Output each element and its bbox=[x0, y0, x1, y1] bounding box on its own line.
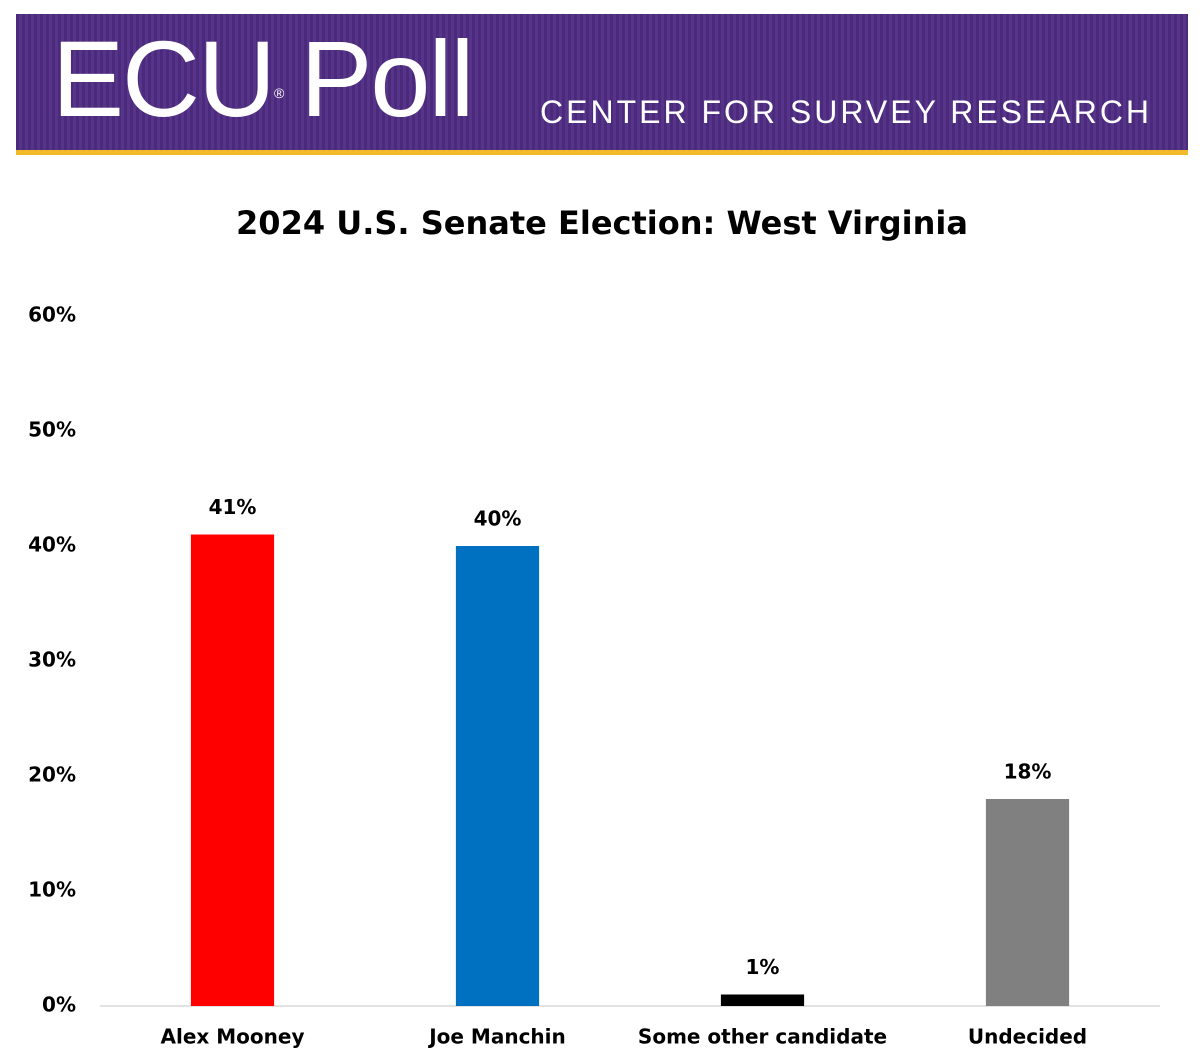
x-tick-label: Joe Manchin bbox=[427, 1025, 566, 1049]
banner: ECU® Poll CENTER FOR SURVEY RESEARCH bbox=[16, 14, 1188, 155]
chart-title: 2024 U.S. Senate Election: West Virginia bbox=[236, 204, 968, 242]
y-tick-label: 40% bbox=[28, 533, 76, 557]
bar bbox=[455, 546, 540, 1006]
y-tick-label: 20% bbox=[28, 763, 76, 787]
logo-text: Poll bbox=[300, 18, 474, 139]
data-label: 1% bbox=[746, 955, 780, 979]
x-tick-label: Undecided bbox=[968, 1025, 1087, 1049]
y-tick-label: 60% bbox=[28, 303, 76, 327]
logo: ECU® Poll bbox=[52, 24, 474, 134]
y-tick-label: 10% bbox=[28, 878, 76, 902]
data-label: 40% bbox=[474, 507, 522, 531]
data-label: 18% bbox=[1004, 760, 1052, 784]
registered-mark: ® bbox=[274, 85, 284, 101]
bar bbox=[985, 799, 1070, 1006]
x-tick-label: Alex Mooney bbox=[161, 1025, 305, 1049]
logo-text: ECU bbox=[52, 18, 276, 139]
y-tick-label: 30% bbox=[28, 648, 76, 672]
x-tick-label: Some other candidate bbox=[638, 1025, 887, 1049]
tagline: CENTER FOR SURVEY RESEARCH bbox=[540, 94, 1153, 130]
y-tick-label: 0% bbox=[42, 993, 76, 1017]
y-tick-label: 50% bbox=[28, 418, 76, 442]
data-label: 41% bbox=[209, 495, 257, 519]
bar bbox=[190, 534, 275, 1006]
bar bbox=[720, 994, 805, 1006]
